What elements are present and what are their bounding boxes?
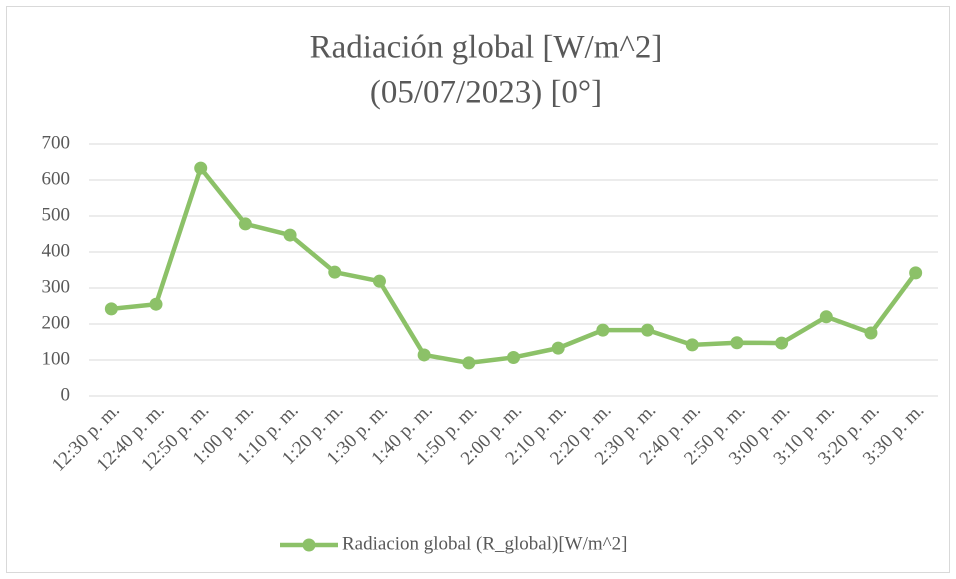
data-point xyxy=(596,323,610,337)
chart-title: Radiación global [W/m^2] xyxy=(310,30,663,66)
data-point xyxy=(372,274,386,288)
y-tick-label: 400 xyxy=(42,240,71,261)
y-tick-label: 600 xyxy=(42,168,71,189)
data-point xyxy=(507,350,520,364)
data-point xyxy=(328,265,342,279)
data-point xyxy=(194,161,208,175)
data-point xyxy=(283,228,297,242)
data-point xyxy=(462,356,476,370)
data-point xyxy=(775,336,789,350)
legend-label: Radiacion global (R_global)[W/m^2] xyxy=(342,533,627,554)
data-point xyxy=(238,217,252,231)
data-point xyxy=(149,297,163,311)
data-point xyxy=(417,348,431,362)
chart-border xyxy=(6,6,950,573)
y-tick-label: 300 xyxy=(42,276,71,297)
y-tick-label: 700 xyxy=(42,132,71,153)
data-point xyxy=(104,302,118,316)
data-point xyxy=(909,266,923,280)
data-point xyxy=(641,323,655,337)
data-point xyxy=(730,336,744,350)
y-tick-label: 500 xyxy=(42,204,71,225)
y-tick-label: 0 xyxy=(61,384,71,405)
y-tick-label: 200 xyxy=(42,312,71,333)
chart-title: (05/07/2023) [0°] xyxy=(370,75,602,111)
y-tick-label: 100 xyxy=(42,348,71,369)
data-point xyxy=(864,326,878,340)
data-point xyxy=(685,338,699,352)
data-point xyxy=(551,341,565,355)
legend-marker xyxy=(302,538,316,552)
data-point xyxy=(819,310,833,324)
